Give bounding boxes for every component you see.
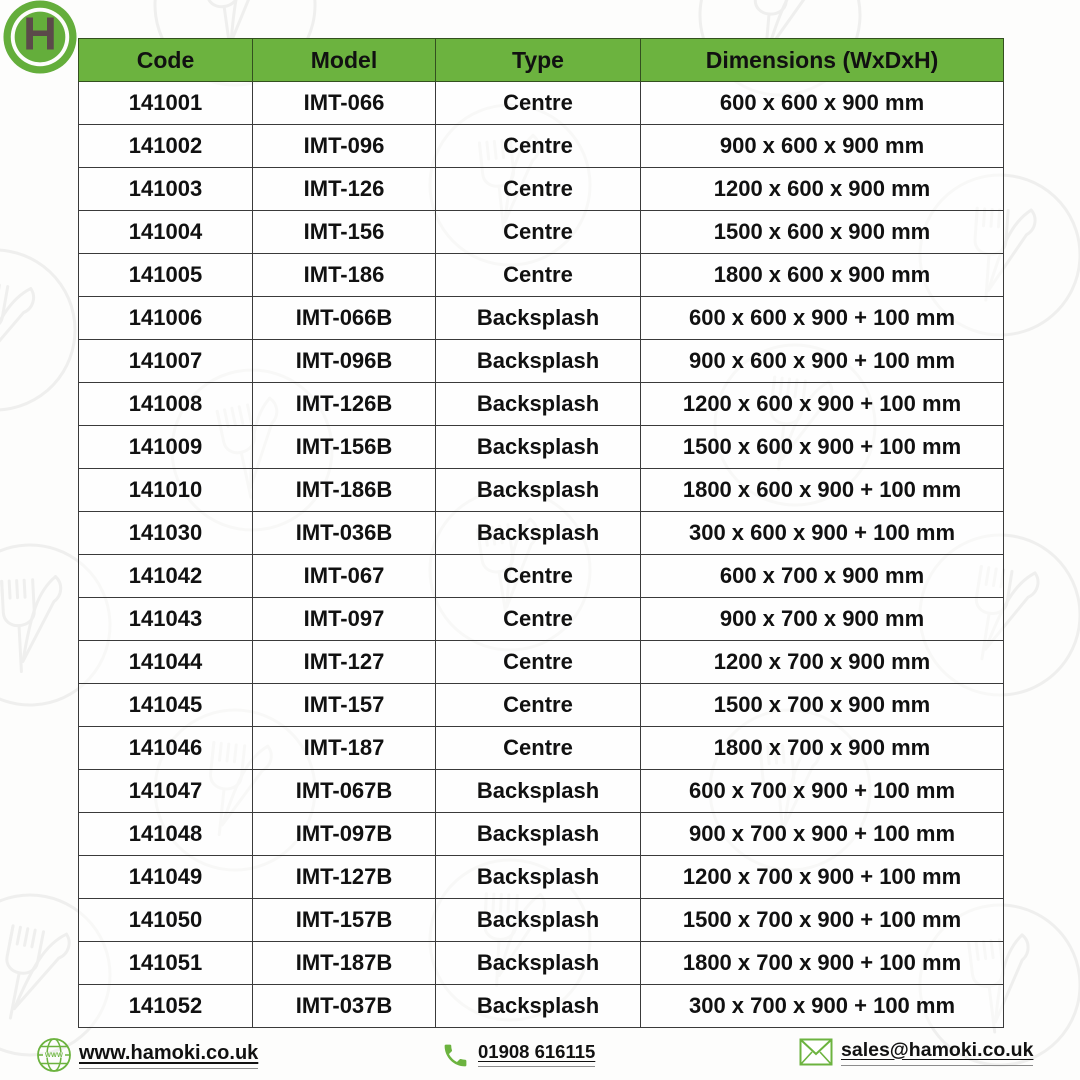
svg-text:H: H xyxy=(23,8,57,60)
svg-text:WWW: WWW xyxy=(45,1052,63,1059)
